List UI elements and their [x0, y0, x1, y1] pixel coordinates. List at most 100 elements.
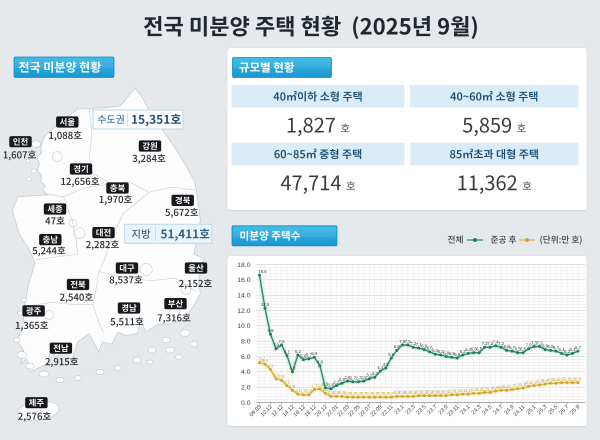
svg-text:0.9: 0.9 — [438, 389, 445, 394]
svg-text:8.0: 8.0 — [241, 339, 251, 346]
svg-text:2.3: 2.3 — [537, 379, 544, 384]
svg-text:25.5: 25.5 — [547, 404, 559, 416]
svg-text:6.9: 6.9 — [421, 343, 428, 348]
svg-text:7.1: 7.1 — [416, 342, 423, 347]
svg-text:2.6: 2.6 — [570, 376, 577, 381]
svg-text:25.9: 25.9 — [569, 404, 581, 416]
svg-text:0.7: 0.7 — [372, 391, 379, 396]
svg-text:3.1: 3.1 — [273, 373, 280, 378]
svg-text:6.4: 6.4 — [570, 347, 577, 352]
svg-text:5.7: 5.7 — [306, 353, 313, 358]
svg-text:0.9: 0.9 — [443, 389, 450, 394]
svg-text:2.2: 2.2 — [531, 379, 538, 384]
svg-text:3.1: 3.1 — [366, 373, 373, 378]
svg-text:2.1: 2.1 — [526, 380, 533, 385]
svg-text:1.7: 1.7 — [311, 383, 318, 388]
svg-text:2.2: 2.2 — [284, 379, 291, 384]
svg-text:4.8: 4.8 — [317, 360, 324, 365]
svg-text:1.2: 1.2 — [471, 387, 478, 392]
svg-text:24.7: 24.7 — [493, 404, 505, 416]
svg-text:6.8: 6.8 — [548, 344, 555, 349]
svg-text:7.2: 7.2 — [482, 341, 489, 346]
svg-text:1.7: 1.7 — [509, 383, 516, 388]
svg-text:7.4: 7.4 — [493, 340, 500, 345]
svg-text:6.5: 6.5 — [520, 347, 527, 352]
svg-text:1.6: 1.6 — [504, 384, 511, 389]
svg-text:6.5: 6.5 — [471, 347, 478, 352]
svg-text:6.7: 6.7 — [553, 345, 560, 350]
svg-text:23.1: 23.1 — [394, 404, 406, 416]
svg-text:1.1: 1.1 — [465, 388, 472, 393]
svg-text:7.0: 7.0 — [526, 343, 533, 348]
svg-text:1.6: 1.6 — [289, 384, 296, 389]
svg-text:1.3: 1.3 — [482, 386, 489, 391]
svg-text:2.5: 2.5 — [548, 377, 555, 382]
svg-text:16.6: 16.6 — [258, 269, 267, 274]
svg-text:6.4: 6.4 — [465, 347, 472, 352]
svg-text:7.0: 7.0 — [273, 343, 280, 348]
svg-text:5.9: 5.9 — [311, 351, 318, 356]
svg-text:5.9: 5.9 — [449, 351, 456, 356]
svg-text:7.3: 7.3 — [531, 340, 538, 345]
svg-text:2.0: 2.0 — [241, 385, 251, 392]
svg-text:0.8: 0.8 — [405, 390, 412, 395]
svg-text:2.6: 2.6 — [559, 376, 566, 381]
svg-text:10.0: 10.0 — [237, 323, 250, 330]
svg-text:5.8: 5.8 — [454, 352, 461, 357]
svg-text:6.7: 6.7 — [509, 345, 516, 350]
svg-text:4.0: 4.0 — [289, 366, 296, 371]
svg-text:12.3: 12.3 — [261, 302, 270, 307]
svg-text:2.5: 2.5 — [553, 377, 560, 382]
svg-text:14.0: 14.0 — [237, 293, 250, 300]
svg-text:0.0: 0.0 — [241, 400, 251, 407]
svg-text:6.7: 6.7 — [575, 345, 582, 350]
svg-text:23.9: 23.9 — [438, 404, 450, 416]
svg-text:1.8: 1.8 — [328, 383, 335, 388]
svg-text:5.0: 5.0 — [262, 358, 269, 363]
svg-text:2.9: 2.9 — [279, 374, 286, 379]
svg-text:0.7: 0.7 — [366, 391, 373, 396]
svg-text:6.2: 6.2 — [460, 349, 467, 354]
svg-text:5.8: 5.8 — [388, 352, 395, 357]
svg-text:6.1: 6.1 — [284, 350, 291, 355]
svg-text:6.3: 6.3 — [432, 348, 439, 353]
svg-text:24.5: 24.5 — [482, 404, 494, 416]
svg-text:0.8: 0.8 — [410, 390, 417, 395]
svg-text:1.0: 1.0 — [449, 389, 456, 394]
svg-text:2.6: 2.6 — [575, 376, 582, 381]
svg-text:0.9: 0.9 — [421, 389, 428, 394]
svg-text:1.3: 1.3 — [487, 386, 494, 391]
svg-text:3.3: 3.3 — [372, 371, 379, 376]
svg-text:1.8: 1.8 — [515, 383, 522, 388]
svg-text:2.7: 2.7 — [355, 376, 362, 381]
svg-text:1.1: 1.1 — [295, 388, 302, 393]
svg-text:24.3: 24.3 — [471, 404, 483, 416]
svg-text:23.7: 23.7 — [427, 404, 439, 416]
svg-text:0.7: 0.7 — [361, 391, 368, 396]
svg-text:2.8: 2.8 — [361, 375, 368, 380]
svg-text:6.0: 6.0 — [443, 350, 450, 355]
svg-text:7.5: 7.5 — [279, 339, 286, 344]
svg-text:8.9: 8.9 — [268, 328, 275, 333]
svg-text:24.1: 24.1 — [460, 404, 472, 416]
svg-text:1.9: 1.9 — [322, 382, 329, 387]
svg-text:6.5: 6.5 — [515, 347, 522, 352]
svg-text:0.8: 0.8 — [333, 390, 340, 395]
svg-text:6.2: 6.2 — [295, 349, 302, 354]
svg-text:6.6: 6.6 — [427, 346, 434, 351]
svg-text:0.8: 0.8 — [328, 390, 335, 395]
svg-text:6.2: 6.2 — [564, 349, 571, 354]
svg-text:1.0: 1.0 — [306, 389, 313, 394]
svg-text:1.1: 1.1 — [460, 388, 467, 393]
svg-text:2.2: 2.2 — [333, 379, 340, 384]
svg-text:0.7: 0.7 — [388, 391, 395, 396]
svg-text:7.2: 7.2 — [498, 341, 505, 346]
svg-text:7.5: 7.5 — [399, 339, 406, 344]
svg-text:0.8: 0.8 — [399, 390, 406, 395]
svg-text:18.0: 18.0 — [237, 262, 250, 269]
svg-text:1.2: 1.2 — [476, 387, 483, 392]
svg-text:12.0: 12.0 — [237, 308, 250, 315]
svg-text:7.3: 7.3 — [537, 340, 544, 345]
svg-text:4.3: 4.3 — [268, 363, 275, 368]
svg-text:5.2: 5.2 — [260, 356, 267, 361]
